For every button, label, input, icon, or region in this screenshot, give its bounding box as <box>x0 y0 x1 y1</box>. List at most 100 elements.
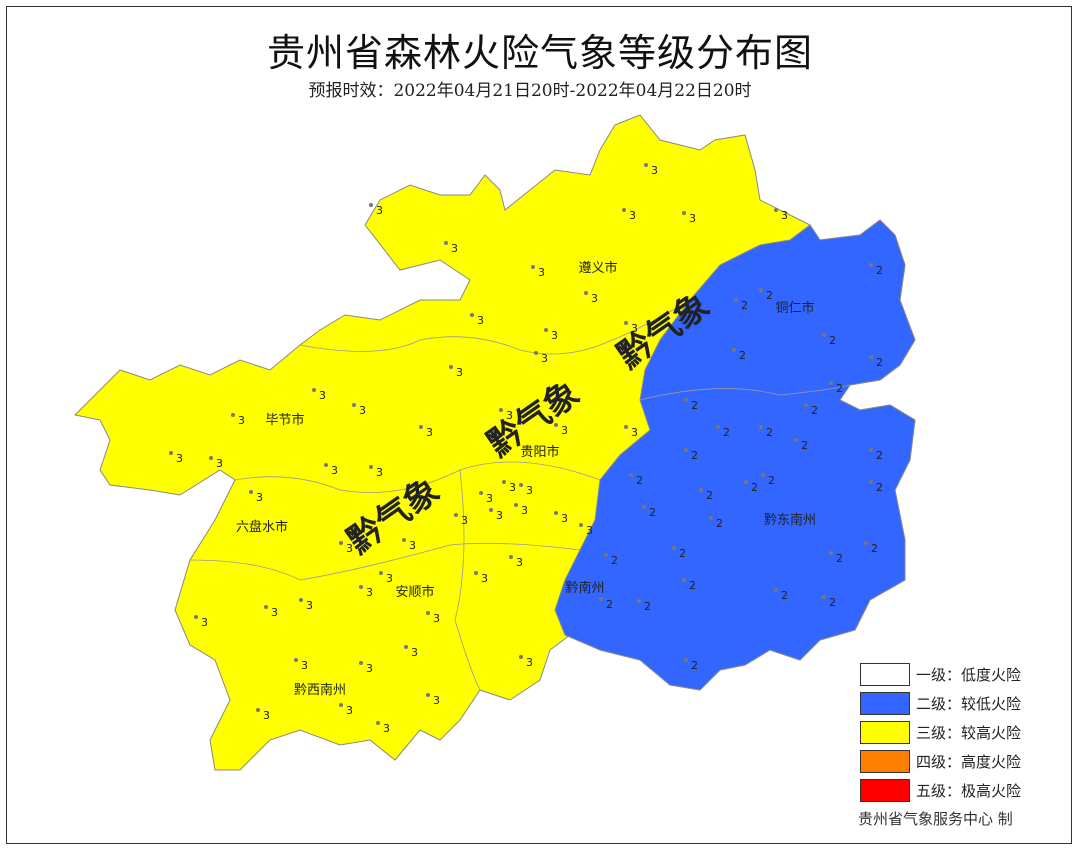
station-value: 3 <box>263 709 270 722</box>
region-label: 六盘水市 <box>236 519 288 535</box>
station: 3 <box>264 605 278 619</box>
station-dot <box>622 208 626 212</box>
station: 3 <box>479 491 493 505</box>
station-dot <box>489 508 493 512</box>
station: 2 <box>864 541 878 555</box>
station: 3 <box>419 425 433 439</box>
station-dot <box>864 541 868 545</box>
station-dot <box>684 658 688 662</box>
station-dot <box>869 448 873 452</box>
station: 3 <box>509 555 523 569</box>
station-value: 2 <box>691 399 698 412</box>
station-dot <box>209 456 213 460</box>
station-dot <box>869 263 873 267</box>
station-value: 3 <box>376 466 383 479</box>
station: 3 <box>499 408 513 422</box>
station-value: 3 <box>366 662 373 675</box>
station-value: 3 <box>409 539 416 552</box>
station-value: 2 <box>611 554 618 567</box>
station-value: 3 <box>271 606 278 619</box>
station-dot <box>682 578 686 582</box>
station: 3 <box>231 413 245 427</box>
station: 2 <box>629 473 643 487</box>
station-value: 3 <box>516 556 523 569</box>
station-value: 3 <box>496 509 503 522</box>
station-value: 2 <box>811 404 818 417</box>
station-dot <box>499 408 503 412</box>
station-value: 2 <box>706 489 713 502</box>
legend-label: 三级：较高火险 <box>916 724 1022 742</box>
station-dot <box>624 425 628 429</box>
station-dot <box>324 463 328 467</box>
station: 3 <box>470 313 484 327</box>
station-value: 2 <box>871 542 878 555</box>
station: 2 <box>682 578 696 592</box>
station: 2 <box>732 348 746 362</box>
station-value: 3 <box>506 409 513 422</box>
station-dot <box>624 321 628 325</box>
station-dot <box>369 465 373 469</box>
station-dot <box>339 541 343 545</box>
station-dot <box>299 598 303 602</box>
station-dot <box>231 413 235 417</box>
station: 2 <box>869 448 883 462</box>
station-dot <box>449 365 453 369</box>
station-dot <box>339 703 343 707</box>
station: 3 <box>359 585 373 599</box>
station-dot <box>744 480 748 484</box>
station-value: 2 <box>644 600 651 613</box>
station: 2 <box>829 381 843 395</box>
station-dot <box>584 291 588 295</box>
legend-item: 四级：高度火险 <box>860 747 1021 776</box>
station-dot <box>604 553 608 557</box>
station: 2 <box>822 595 836 609</box>
station: 3 <box>514 503 528 517</box>
station: 2 <box>829 551 843 565</box>
station-dot <box>716 425 720 429</box>
station: 3 <box>624 425 638 439</box>
station: 3 <box>454 513 468 527</box>
station-value: 3 <box>451 242 458 255</box>
station: 2 <box>672 546 686 560</box>
legend-label: 一级：低度火险 <box>916 666 1022 684</box>
station-value: 3 <box>346 704 353 717</box>
station-value: 2 <box>766 289 773 302</box>
station: 3 <box>426 693 440 707</box>
station-value: 2 <box>636 474 643 487</box>
station-dot <box>470 313 474 317</box>
station-dot <box>709 516 713 520</box>
station-dot <box>514 503 518 507</box>
station-dot <box>444 241 448 245</box>
station-value: 2 <box>781 589 788 602</box>
station-dot <box>479 491 483 495</box>
station-dot <box>804 403 808 407</box>
station-value: 3 <box>631 426 638 439</box>
station: 2 <box>759 425 773 439</box>
station-dot <box>454 513 458 517</box>
station: 2 <box>761 473 775 487</box>
station-value: 2 <box>649 506 656 519</box>
station-value: 3 <box>629 209 636 222</box>
station-dot <box>502 480 506 484</box>
station-value: 3 <box>781 209 788 222</box>
station-dot <box>264 605 268 609</box>
station-dot <box>599 597 603 601</box>
station-dot <box>761 473 765 477</box>
station: 2 <box>804 403 818 417</box>
station-dot <box>554 511 558 515</box>
station-value: 3 <box>591 292 598 305</box>
station: 2 <box>774 588 788 602</box>
station: 2 <box>699 488 713 502</box>
region-label: 毕节市 <box>265 412 304 428</box>
station-value: 3 <box>426 426 433 439</box>
station: 3 <box>584 291 598 305</box>
station-value: 3 <box>551 329 558 342</box>
district-boundaries <box>189 299 851 691</box>
station: 3 <box>404 645 418 659</box>
station-value: 3 <box>238 414 245 427</box>
station-dot <box>869 480 873 484</box>
station: 3 <box>379 571 393 585</box>
station-dot <box>732 348 736 352</box>
station: 3 <box>554 511 568 525</box>
